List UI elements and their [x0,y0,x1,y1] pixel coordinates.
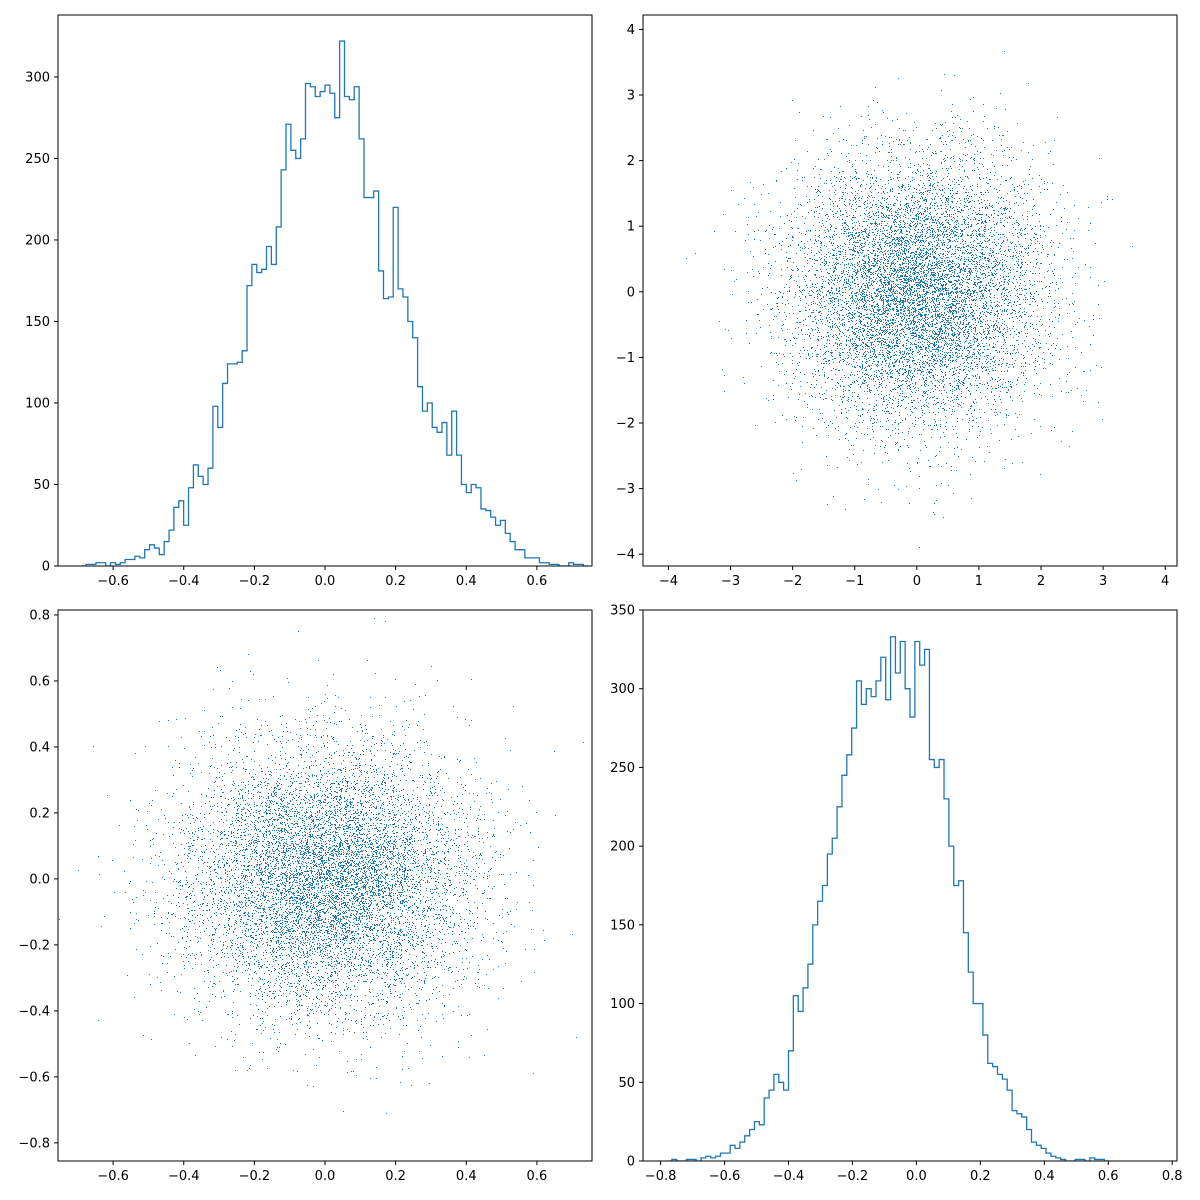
y-tick-label: 3 [627,89,635,104]
y-tick-label: 150 [25,315,50,330]
y-tick-label: −2 [616,417,635,432]
x-tick-label: −4 [659,574,678,589]
axes-frame [642,609,1178,1162]
x-tick-label: 1 [975,574,983,589]
x-tick-label: 0 [913,574,921,589]
x-tick-label: −3 [721,574,740,589]
x-tick-label: 0.4 [456,1169,477,1184]
x-tick-label: 0.6 [527,574,548,589]
x-tick-label: −0.8 [645,1169,677,1184]
y-tick-label: 0.8 [29,608,50,623]
x-tick-label: −0.2 [837,1169,869,1184]
y-tick-label: 300 [25,70,50,85]
x-tick-label: 0.4 [456,574,477,589]
y-tick-label: 0 [42,560,50,575]
y-tick-label: 250 [610,761,635,776]
x-tick-label: 0.2 [385,1169,406,1184]
x-tick-label: −0.6 [97,1169,129,1184]
y-tick-label: 2 [627,154,635,169]
histogram-step-line [81,40,589,566]
scatter-top-right: −4 −3 −2 −1 0 1 2 3 4 −4 −3 −2 −1 0 1 2 3 4 [616,14,1178,589]
scatter-bottom-left: −0.6 −0.4 −0.2 0.0 0.2 0.4 0.6 −0.8 −0.6 −0.4 −0.2… [18,608,593,1184]
y-tick-label: 0.2 [29,806,50,821]
x-tick-label: 3 [1099,574,1107,589]
y-tick-label: 0.4 [29,740,50,755]
y-tick-label: 100 [610,997,635,1012]
y-tick-label: 150 [610,918,635,933]
y-tick-label: −0.4 [18,1004,50,1019]
x-tick-label: 0.2 [385,574,406,589]
y-tick-label: −0.2 [18,938,50,953]
y-tick-label: 350 [610,604,635,619]
x-tick-label: 0.2 [970,1169,991,1184]
x-tick-label: −0.2 [239,1169,271,1184]
y-tick-label: −1 [616,351,635,366]
y-tick-label: 100 [25,396,50,411]
y-tick-label: 1 [627,220,635,235]
x-tick-label: 0.4 [1034,1169,1055,1184]
x-tick-label: −0.4 [168,1169,200,1184]
y-tick-label: 200 [610,840,635,855]
x-tick-label: −0.6 [709,1169,741,1184]
histogram-step-line [666,636,1110,1161]
x-tick-label: 0.6 [1098,1169,1119,1184]
x-tick-label: 4 [1161,574,1169,589]
plot-area [59,618,584,1114]
y-tick-label: 200 [25,233,50,248]
x-tick-label: 0.0 [315,574,336,589]
plot-area [666,636,1110,1161]
histogram-top-left: −0.6 −0.4 −0.2 0.0 0.2 0.4 0.6 0 50 100 150 200 250 3… [25,14,593,589]
y-tick-label: 0 [627,285,635,300]
axes-frame [642,14,1178,567]
scatter-points [59,618,584,1114]
y-tick-label: 250 [25,152,50,167]
y-tick-label: 0.6 [29,674,50,689]
x-tick-label: −2 [783,574,802,589]
x-tick-label: 0.0 [315,1169,336,1184]
y-tick-label: 0.0 [29,872,50,887]
x-tick-label: 0.6 [527,1169,548,1184]
x-tick-label: 2 [1037,574,1045,589]
y-tick-label: −0.6 [18,1070,50,1085]
x-tick-label: −0.6 [97,574,129,589]
x-tick-label: −0.2 [239,574,271,589]
histogram-bottom-right: −0.8 −0.6 −0.4 −0.2 0.0 0.2 0.4 0.6 0.8 0 50 100 150… [610,604,1182,1185]
y-tick-label: 50 [33,478,50,493]
x-tick-label: 0.8 [1162,1169,1183,1184]
y-tick-label: 300 [610,682,635,697]
x-tick-label: 0.0 [906,1169,927,1184]
y-tick-label: −4 [616,548,635,563]
x-tick-label: −1 [845,574,864,589]
y-tick-label: 4 [627,23,635,38]
x-tick-label: −0.4 [168,574,200,589]
y-tick-label: 50 [618,1076,635,1091]
y-tick-label: −3 [616,482,635,497]
y-tick-label: −0.8 [18,1136,50,1151]
x-tick-label: −0.4 [773,1169,805,1184]
plot-area [81,40,589,566]
y-tick-label: 0 [627,1155,635,1170]
